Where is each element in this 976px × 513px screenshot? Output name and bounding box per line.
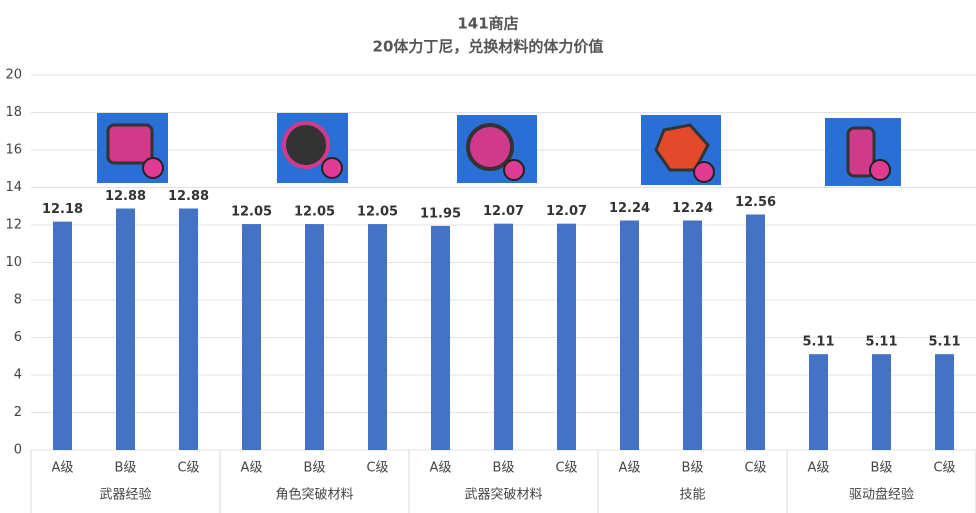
icon-shape xyxy=(106,123,154,165)
bar xyxy=(368,224,387,450)
value-label: 5.11 xyxy=(802,335,834,350)
x-tick-label: B级 xyxy=(115,461,137,476)
badge xyxy=(693,161,715,183)
y-tick-label: 16 xyxy=(5,143,22,158)
group-label: 驱动盘经验 xyxy=(849,487,914,503)
bar xyxy=(872,354,891,450)
value-label: 11.95 xyxy=(420,206,461,221)
value-label: 12.24 xyxy=(672,201,713,216)
bar xyxy=(746,214,765,450)
x-tick-label: B级 xyxy=(871,461,893,476)
x-tick-label: A级 xyxy=(241,461,263,476)
x-tick-label: A级 xyxy=(52,461,74,476)
group-label: 技能 xyxy=(679,488,705,503)
value-label: 12.88 xyxy=(168,189,209,204)
grade-badges xyxy=(142,157,891,183)
icon-shape xyxy=(846,126,876,178)
y-tick-label: 20 xyxy=(5,68,22,83)
value-label: 12.18 xyxy=(42,202,83,217)
x-tick-label: B级 xyxy=(682,461,704,476)
group-label: 武器突破材料 xyxy=(464,487,542,503)
y-tick-label: 6 xyxy=(14,330,22,345)
y-tick-label: 0 xyxy=(14,443,22,458)
group-label: 武器经验 xyxy=(99,487,151,503)
bar xyxy=(116,208,135,450)
value-label: 12.05 xyxy=(294,205,335,220)
icon-shape xyxy=(466,123,514,171)
chart-title: 141商店 xyxy=(457,15,518,33)
y-tick-label: 8 xyxy=(14,293,22,308)
y-tick-label: 2 xyxy=(14,405,22,420)
bar xyxy=(935,354,954,450)
x-tick-label: C级 xyxy=(933,461,955,476)
value-label: 12.24 xyxy=(609,201,650,216)
group-label: 角色突破材料 xyxy=(275,487,353,503)
value-label: 12.07 xyxy=(483,204,524,219)
x-tick-label: C级 xyxy=(366,461,388,476)
y-tick-label: 10 xyxy=(5,255,22,270)
value-label: 5.11 xyxy=(928,335,960,350)
x-tick-label: B级 xyxy=(493,461,515,476)
badge xyxy=(321,157,343,179)
badge xyxy=(503,159,525,181)
bar xyxy=(683,220,702,450)
bar xyxy=(620,220,639,450)
bar xyxy=(242,224,261,450)
x-tick-label: C级 xyxy=(555,461,577,476)
x-tick-label: A级 xyxy=(430,461,452,476)
icon-shape xyxy=(282,121,330,169)
y-tick-label: 4 xyxy=(14,368,22,383)
value-label: 12.56 xyxy=(735,195,776,210)
value-label: 12.05 xyxy=(231,205,272,220)
value-label: 12.07 xyxy=(546,204,587,219)
y-tick-label: 18 xyxy=(5,105,22,120)
y-tick-label: 14 xyxy=(5,180,22,195)
value-label: 5.11 xyxy=(865,335,897,350)
chart-subtitle: 20体力丁尼，兑换材料的体力价值 xyxy=(373,38,604,56)
bar xyxy=(53,221,72,450)
value-label: 12.05 xyxy=(357,205,398,220)
x-tick-label: B级 xyxy=(304,461,326,476)
bar xyxy=(179,208,198,450)
bar xyxy=(431,225,450,450)
bar xyxy=(494,223,513,450)
y-tick-label: 12 xyxy=(5,218,22,233)
badge xyxy=(869,159,891,181)
x-tick-label: C级 xyxy=(744,461,766,476)
x-tick-label: A级 xyxy=(619,461,641,476)
x-tick-label: C级 xyxy=(177,461,199,476)
item-icons xyxy=(97,113,901,186)
bar xyxy=(305,224,324,450)
bar xyxy=(557,223,576,450)
x-tick-label: A级 xyxy=(808,461,830,476)
bar xyxy=(809,354,828,450)
value-label: 12.88 xyxy=(105,189,146,204)
badge xyxy=(142,157,164,179)
